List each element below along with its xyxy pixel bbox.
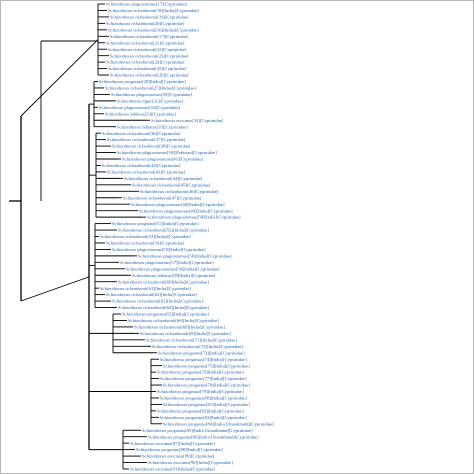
leaf-label: Schizothorax esocinus[90][India][Cyprini… — [148, 460, 233, 465]
leaf-label: Schizothorax richardsonii[19][Cyprinidae… — [110, 15, 189, 20]
leaf-label: Schizothorax plagiostomus[39][Pakistan][… — [117, 150, 217, 155]
leaf-label: Schizothorax labiatus[59][India][Cyprini… — [132, 273, 216, 278]
leaf-label: Schizothorax richardsonii[66][India][Cyp… — [128, 318, 219, 323]
leaf-label: Schizothorax richardsonii[71][India][Cyp… — [146, 337, 237, 342]
leaf-label: Schizothorax richardsonii[25][Cyprinidae… — [108, 66, 187, 71]
leaf-label: Schizothorax plagiostomus[32][Cyprinidae… — [99, 105, 180, 110]
leaf-label: Schizothorax richardsonii[46][Cyprinidae… — [140, 189, 219, 194]
leaf-label: Schizothorax richardsonii[22][Cyprinidae… — [108, 47, 187, 52]
leaf-label: Schizothorax progastus[73][India][Cyprin… — [158, 350, 245, 355]
leaf-label: Schizothorax progastus[80][India][Cyprin… — [160, 396, 247, 401]
leaf-label: Schizothorax progastus[85][India Uttarak… — [142, 428, 253, 433]
leaf-label: Schizothorax labiatus[33][Cyprinidae] — [105, 111, 176, 116]
leaf-label: Schizothorax richardsonii[21][Cyprinidae… — [106, 40, 185, 45]
leaf-label: Schizothorax richardsonii[18][India][Cyp… — [108, 8, 199, 13]
leaf-label: Schizothorax richardsonii[24][Cyprinidae… — [106, 60, 185, 65]
leaf-label: Schizothorax richardsonii[20][Cyprinidae… — [106, 21, 185, 26]
leaf-label: Schizothorax richardsonii[72][India][Cyp… — [152, 344, 243, 349]
leaf-label: Schizothorax plagiostomus[57][India][Cyp… — [120, 260, 214, 265]
tree-branches — [9, 3, 162, 470]
leaf-label: Schizothorax plagiostomus[48][India][Cyp… — [131, 202, 225, 207]
leaf-label: Schizothorax richardsonii[36][Cyprinidae… — [102, 131, 181, 136]
leaf-label: Schizothorax progastus[79][India][Cyprin… — [157, 389, 244, 394]
leaf-label: Schizothorax richardsonii[61][India][Cyp… — [100, 286, 191, 291]
leaf-label: Schizothorax progastus[78][India][Cyprin… — [163, 383, 250, 388]
leaf-label: Schizothorax progastus[65][India][Cyprin… — [122, 312, 209, 317]
leaf-label: Schizothorax progastus[74][India][Cyprin… — [160, 357, 247, 362]
leaf-label: Schizothorax progastus[51][India][Cyprin… — [112, 221, 199, 226]
leaf-label: Schizothorax progastus[77][India][Cyprin… — [160, 376, 247, 381]
leaf-label: Schizothorax richardsonii[53][India][Cyp… — [100, 234, 191, 239]
root-branch-upper — [20, 39, 99, 117]
root-branch-lower — [20, 276, 90, 302]
leaf-label: Schizothorax plagiostomus[56][India][Cyp… — [138, 253, 232, 258]
leaf-label: Schizothorax richardsonii[17][Cyprinidae… — [110, 34, 189, 39]
leaf-label: Schizothorax progastus[75][India][Cyprin… — [163, 363, 250, 368]
leaf-label: Schizothorax plagiostomus[55][India][Cyp… — [112, 247, 206, 252]
leaf-label: Schizothorax plagiostomus[49][India][Cyp… — [139, 208, 233, 213]
leaf-label: Schizothorax richardsonii[26][Cyprinidae… — [110, 73, 189, 78]
leaf-label: Schizothorax richardsonii[16][India][Cyp… — [108, 27, 199, 32]
leaf-label: Schizothorax progastus[83][India][Cyprin… — [160, 415, 247, 420]
leaf-label: Schizothorax esocinus[34][Cyprinidae] — [151, 118, 224, 123]
leaf-label: Schizothorax richardsonii[60][India][Cyp… — [118, 279, 209, 284]
leaf-label: Schizothorax richardsonii[45][Cyprinidae… — [132, 182, 211, 187]
leaf-label: Schizothorax progastus[88][India][Cyprin… — [136, 447, 223, 452]
leaf-label: Schizothorax plagiostomus[30][Cyprinidae… — [111, 92, 192, 97]
leaf-label: Schizothorax richardsonii[54][Cyprinidae… — [106, 241, 185, 246]
leaf-label: Schizothorax richardsonii[38][Cyprinidae… — [112, 144, 191, 149]
leaf-label: Schizothorax plagiostomus[17][Cyprinidae… — [106, 2, 187, 7]
leaf-label: Schizothorax plagiostomus[58][India][Cyp… — [126, 266, 220, 271]
leaf-label: Schizothorax richardsonii[27][India][Cyp… — [105, 86, 196, 91]
leaf-label: Schizothorax progastus[84][India Uttarak… — [163, 421, 274, 426]
tree-leaf-labels: Schizothorax plagiostomus[17][Cyprinidae… — [99, 2, 274, 472]
leaf-label: Schizothorax esocinus[91][India][Cyprini… — [130, 467, 215, 472]
leaf-label: Schizothorax plagiostomus[50][India][Cyp… — [147, 215, 241, 220]
leaf-label: Schizothorax progastus[81][India][Cyprin… — [163, 402, 250, 407]
leaf-label: Schizothorax progastus[28][India][Cyprin… — [99, 79, 186, 84]
leaf-label: Schizothorax labiatus[35][Cyprinidae] — [117, 124, 188, 129]
leaf-label: Schizothorax richardsonii[37][Cyprinidae… — [107, 137, 186, 142]
leaf-label: Schizothorax progastus[82][India][Cyprin… — [157, 408, 244, 413]
leaf-label: Schizothorax richardsonii[63][India][Cyp… — [112, 299, 203, 304]
leaf-label: Schizothorax esocinus[87][India][Cyprini… — [130, 441, 215, 446]
leaf-label: Schizothorax richardsonii[68][India][Cyp… — [134, 325, 225, 330]
leaf-label: Schizothorax richardsonii[44][Cyprinidae… — [124, 176, 203, 181]
leaf-label: Schizothorax richardsonii[47][Cyprinidae… — [123, 195, 202, 200]
leaf-label: Schizothorax progastus[86][India Uttarak… — [148, 434, 259, 439]
leaf-label: Schizothorax esocinus[89][Cyprinidae] — [142, 454, 215, 459]
leaf-label: Schizothorax richardsonii[69][India][Cyp… — [140, 331, 231, 336]
leaf-label: Schizothorax richardsonii[52][India][Cyp… — [118, 228, 209, 233]
leaf-label: Schizothorax progastus[76][India][Cyprin… — [157, 370, 244, 375]
leaf-label: Schizothorax richardsonii[42][Cyprinidae… — [102, 163, 181, 168]
leaf-label: Schizothorax plagiostomus[41][Cyprinidae… — [122, 157, 203, 162]
leaf-label: Schizothorax richardsonii[62][India][Cyp… — [106, 292, 197, 297]
leaf-label: Schizothorax richardsonii[43][Cyprinidae… — [107, 170, 186, 175]
leaf-label: Schizothorax niger[31][Cyprinidae] — [117, 98, 183, 103]
leaf-label: Schizothorax richardsonii[64][India][Cyp… — [118, 305, 209, 310]
leaf-label: Schizothorax richardsonii[23][Cyprinidae… — [110, 53, 189, 58]
